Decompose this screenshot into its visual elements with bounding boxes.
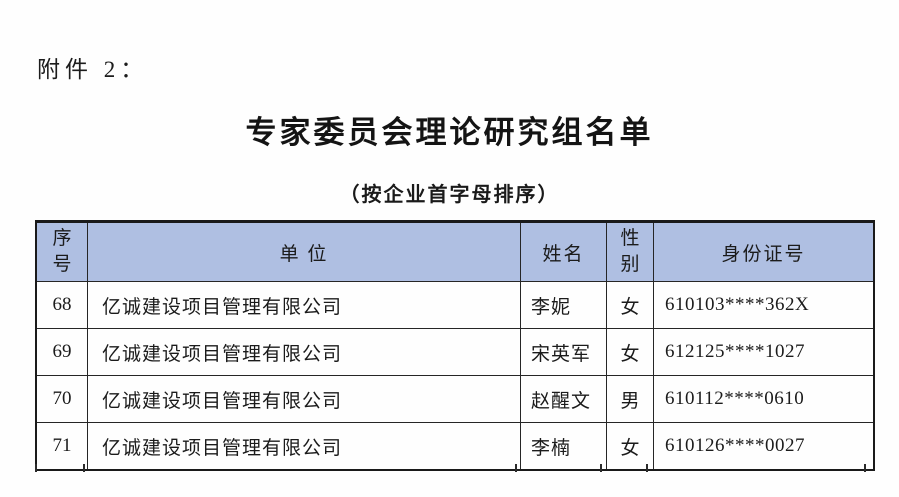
roster-table: 序号 单 位 姓名 性别 身份证号 68 亿诚建设项目管理有限公司 李妮 女 6… <box>35 220 875 471</box>
table-row: 68 亿诚建设项目管理有限公司 李妮 女 610103****362X <box>35 281 875 329</box>
cell-serial-number: 71 <box>35 422 88 471</box>
cell-company: 亿诚建设项目管理有限公司 <box>87 328 521 376</box>
cell-id-number: 610126****0027 <box>653 422 875 471</box>
cell-name: 宋英军 <box>520 328 607 376</box>
cell-company: 亿诚建设项目管理有限公司 <box>87 422 521 471</box>
attachment-label: 附件 2： <box>37 57 149 82</box>
table-row: 69 亿诚建设项目管理有限公司 宋英军 女 612125****1027 <box>35 328 875 376</box>
table-header-row: 序号 单 位 姓名 性别 身份证号 <box>35 221 875 282</box>
header-company: 单 位 <box>87 221 521 282</box>
header-gender-label: 性别 <box>620 228 640 275</box>
header-gender: 性别 <box>606 221 654 282</box>
cell-name: 李妮 <box>520 281 607 329</box>
cell-serial-number: 68 <box>35 281 88 329</box>
cell-company: 亿诚建设项目管理有限公司 <box>87 281 521 329</box>
header-serial-number: 序号 <box>35 221 88 282</box>
cell-company: 亿诚建设项目管理有限公司 <box>87 375 521 423</box>
table-row: 71 亿诚建设项目管理有限公司 李楠 女 610126****0027 <box>35 422 875 471</box>
cell-gender: 男 <box>606 375 654 423</box>
cell-name: 李楠 <box>520 422 607 471</box>
cell-gender: 女 <box>606 328 654 376</box>
header-serial-number-label: 序号 <box>52 228 72 275</box>
cell-id-number: 610112****0610 <box>653 375 875 423</box>
cell-id-number: 610103****362X <box>653 281 875 329</box>
cell-serial-number: 70 <box>35 375 88 423</box>
page-title: 专家委员会理论研究组名单 <box>245 115 654 150</box>
table-row: 70 亿诚建设项目管理有限公司 赵醒文 男 610112****0610 <box>35 375 875 423</box>
cell-id-number: 612125****1027 <box>653 328 875 376</box>
page-subtitle: （按企业首字母排序） <box>339 184 560 206</box>
cell-name: 赵醒文 <box>520 375 607 423</box>
cell-gender: 女 <box>606 281 654 329</box>
header-id-number: 身份证号 <box>653 221 875 282</box>
cell-serial-number: 69 <box>35 328 88 376</box>
header-name: 姓名 <box>520 221 607 282</box>
cell-gender: 女 <box>606 422 654 471</box>
